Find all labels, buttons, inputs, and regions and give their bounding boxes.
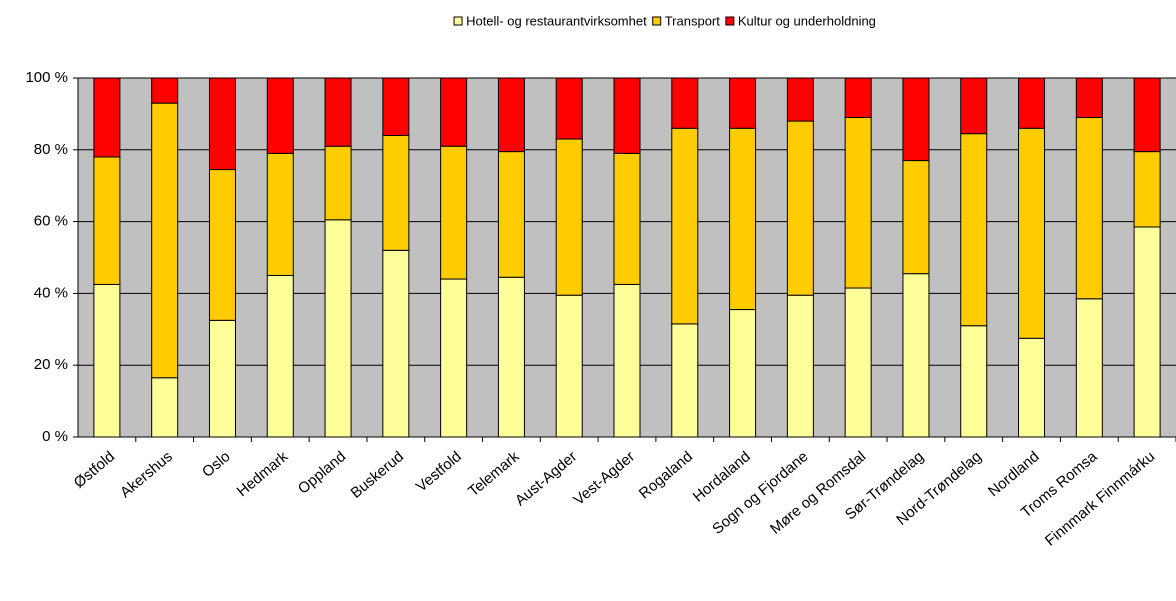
bar-segment — [151, 102, 179, 379]
bar-segment — [671, 77, 699, 129]
bar-segment — [786, 77, 814, 122]
bar-segment — [382, 134, 410, 251]
bar-segment — [382, 249, 410, 438]
x-tick-label: Østfold — [71, 448, 118, 492]
bar-segment — [324, 219, 352, 438]
bar-segment — [324, 77, 352, 147]
bar-segment — [497, 276, 525, 438]
bar-segment — [555, 294, 583, 438]
x-tick-label: Hedmark — [234, 448, 292, 500]
y-tick-label: 20 % — [34, 356, 68, 373]
x-tick-label: Oslo — [199, 448, 234, 481]
bar-segment — [382, 77, 410, 136]
x-tick-label: Akershus — [117, 448, 176, 501]
x-tick-label: Nordland — [985, 448, 1043, 500]
bar-segment — [786, 120, 814, 296]
bar-segment — [266, 77, 294, 154]
bar-segment — [960, 325, 988, 438]
bar-segment — [1075, 77, 1103, 118]
bar-segment — [555, 138, 583, 296]
bar-segment — [1133, 77, 1161, 153]
legend: Hotell- og restaurantvirksomhet Transport… — [453, 13, 876, 28]
legend-swatch — [453, 16, 463, 26]
legend-label: Transport — [665, 13, 721, 28]
x-tick-label: Finnmark Finnmárku — [1042, 448, 1158, 549]
bar-segment — [440, 145, 468, 280]
y-tick-label: 80 % — [34, 141, 68, 158]
y-tick-label: 0 % — [42, 428, 68, 445]
bar-segment — [844, 77, 872, 118]
y-tick-label: 60 % — [34, 213, 68, 230]
bar-segment — [93, 156, 121, 285]
y-tick-label: 100 % — [25, 69, 68, 86]
bar-segment — [613, 152, 641, 285]
x-tick-label: Aust-Agder — [512, 448, 580, 509]
bar-segment — [1018, 337, 1046, 438]
bar-segment — [902, 77, 930, 162]
bar-segment — [902, 273, 930, 438]
bar-segment — [440, 278, 468, 438]
bar-segment — [613, 283, 641, 438]
x-tick-label: Telemark — [465, 448, 523, 500]
y-tick-label: 40 % — [34, 284, 68, 301]
bar-segment — [324, 145, 352, 221]
bar-segment — [1075, 116, 1103, 300]
x-tick-label: Møre og Romsdal — [767, 448, 869, 538]
x-tick-label: Oppland — [295, 448, 349, 497]
bar-segment — [786, 294, 814, 438]
legend-label: Kultur og underholdning — [738, 13, 876, 28]
x-tick-label: Vestfold — [413, 448, 465, 495]
bar-segment — [93, 77, 121, 158]
bar-segment — [960, 133, 988, 327]
bar-segment — [555, 77, 583, 140]
bar-segment — [1018, 127, 1046, 339]
bar-segment — [266, 274, 294, 438]
bar-segment — [497, 151, 525, 278]
bar-segment — [208, 77, 236, 171]
bar-segment — [729, 309, 757, 438]
bar-segment — [902, 160, 930, 275]
legend-label: Hotell- og restaurantvirksomhet — [466, 13, 647, 28]
bar-segment — [1018, 77, 1046, 129]
bar-segment — [151, 377, 179, 438]
bar-segment — [497, 77, 525, 153]
bar-segment — [440, 77, 468, 147]
bar-segment — [1075, 298, 1103, 438]
bar-segment — [729, 127, 757, 311]
bar-segment — [960, 77, 988, 135]
bar-segment — [844, 287, 872, 438]
bar-segment — [1133, 151, 1161, 228]
bar-segment — [729, 77, 757, 129]
x-tick-label: Rogaland — [636, 448, 696, 502]
bar-segment — [208, 169, 236, 321]
bar-segment — [1133, 226, 1161, 438]
x-tick-label: Sogn og Fjordane — [709, 448, 811, 538]
bar-segment — [844, 116, 872, 289]
bar-segment — [671, 323, 699, 438]
bar-segment — [151, 77, 179, 104]
legend-swatch — [725, 16, 735, 26]
legend-swatch — [652, 16, 662, 26]
bar-segment — [671, 127, 699, 325]
bar-segment — [613, 77, 641, 154]
x-tick-label: Vest-Agder — [570, 448, 638, 509]
bar-segment — [208, 319, 236, 438]
bar-segment — [266, 152, 294, 276]
x-tick-label: Buskerud — [347, 448, 406, 502]
bar-segment — [93, 283, 121, 438]
